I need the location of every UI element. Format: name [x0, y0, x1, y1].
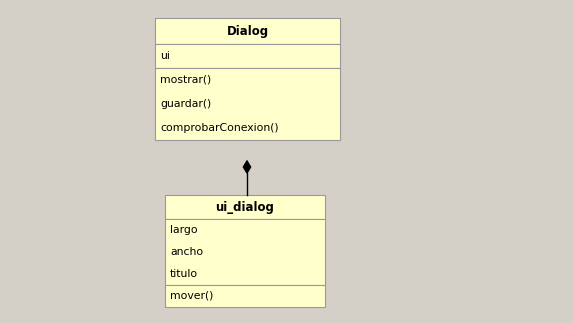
Text: mover(): mover() — [170, 291, 214, 301]
Text: ui: ui — [160, 51, 170, 61]
Text: titulo: titulo — [170, 269, 198, 279]
Text: guardar(): guardar() — [160, 99, 211, 109]
Bar — [155, 44, 340, 68]
Text: ancho: ancho — [170, 247, 203, 257]
Polygon shape — [243, 161, 251, 173]
Bar — [155, 18, 340, 44]
Text: ui_dialog: ui_dialog — [216, 201, 274, 214]
Bar — [165, 285, 325, 307]
Text: comprobarConexion(): comprobarConexion() — [160, 123, 278, 133]
Bar — [165, 219, 325, 285]
Text: Dialog: Dialog — [226, 25, 269, 37]
Text: largo: largo — [170, 225, 197, 235]
Bar — [165, 195, 325, 219]
Bar — [155, 68, 340, 140]
Text: mostrar(): mostrar() — [160, 75, 211, 85]
